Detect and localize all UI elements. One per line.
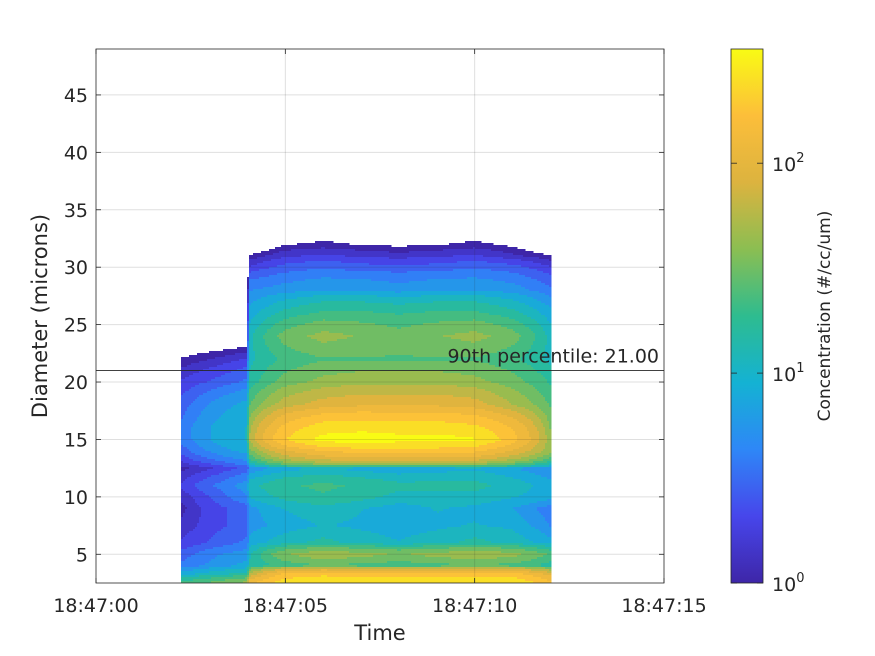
figure: 90th percentile: 21.00 18:47:00 18:47:05 1… [0,0,875,656]
